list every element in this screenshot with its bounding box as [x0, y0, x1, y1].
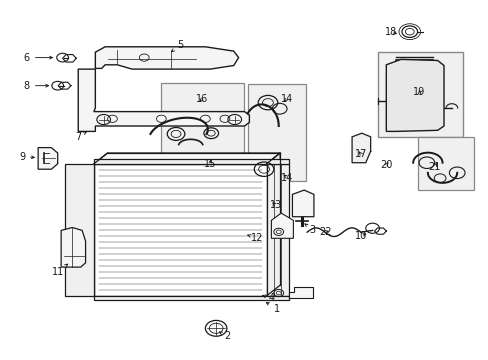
Polygon shape: [271, 213, 293, 238]
Polygon shape: [64, 164, 94, 296]
Polygon shape: [94, 159, 288, 164]
Polygon shape: [61, 228, 85, 267]
Text: 13: 13: [269, 200, 282, 210]
Bar: [417, 137, 473, 190]
Text: 21: 21: [427, 162, 440, 172]
Text: 22: 22: [318, 227, 331, 237]
Text: 16: 16: [196, 94, 208, 104]
Text: 8: 8: [24, 81, 48, 91]
Polygon shape: [95, 47, 238, 69]
Text: 3: 3: [305, 224, 314, 235]
Polygon shape: [288, 287, 313, 298]
Polygon shape: [94, 296, 288, 300]
Text: 19: 19: [412, 87, 425, 97]
Polygon shape: [38, 148, 58, 169]
Text: 5: 5: [171, 40, 183, 52]
Text: 17: 17: [354, 149, 366, 159]
Text: 1: 1: [266, 302, 279, 314]
Text: 11: 11: [51, 264, 67, 277]
Text: 9: 9: [19, 152, 34, 162]
Text: 6: 6: [24, 53, 52, 63]
Polygon shape: [94, 153, 280, 164]
Text: 7: 7: [75, 132, 86, 142]
Text: 20: 20: [379, 160, 392, 170]
Text: 2: 2: [219, 331, 230, 341]
Polygon shape: [292, 190, 313, 217]
Bar: [248, 84, 305, 181]
Text: 15: 15: [203, 159, 216, 169]
Polygon shape: [94, 164, 266, 296]
Text: 14: 14: [281, 173, 293, 183]
Polygon shape: [78, 69, 249, 131]
Text: 18: 18: [384, 27, 397, 37]
Polygon shape: [266, 164, 288, 296]
Polygon shape: [266, 153, 280, 296]
Polygon shape: [386, 59, 443, 131]
Text: 14: 14: [281, 94, 293, 104]
Text: 12: 12: [247, 233, 263, 243]
Text: 4: 4: [262, 293, 274, 303]
Bar: [377, 52, 462, 137]
Polygon shape: [351, 133, 370, 163]
Text: 10: 10: [354, 231, 366, 241]
Bar: [161, 83, 244, 155]
